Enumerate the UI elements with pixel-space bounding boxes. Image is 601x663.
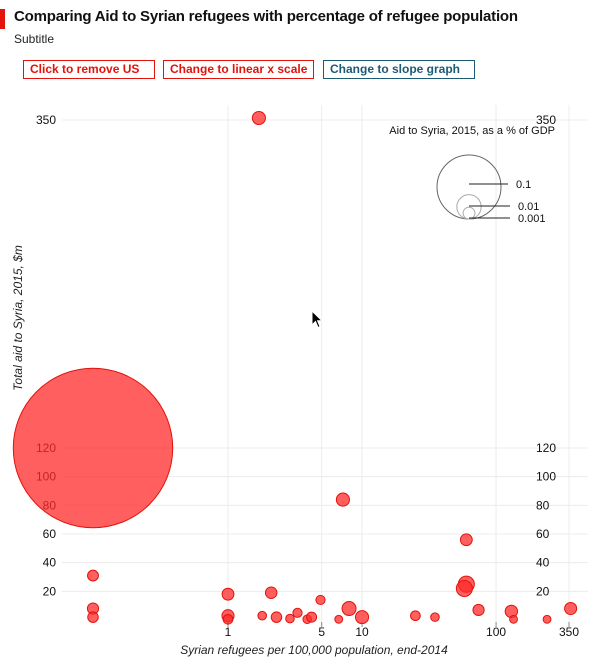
size-legend-label: 0.1 bbox=[516, 179, 531, 191]
data-point bbox=[455, 579, 473, 597]
x-tick-label: 1 bbox=[225, 625, 232, 639]
data-point bbox=[542, 614, 552, 624]
size-legend-circle bbox=[436, 154, 502, 220]
data-point bbox=[430, 612, 440, 622]
data-point bbox=[87, 611, 99, 623]
data-point bbox=[334, 614, 344, 624]
data-point bbox=[87, 569, 99, 582]
data-point bbox=[221, 587, 235, 601]
data-point bbox=[472, 603, 485, 617]
data-point bbox=[257, 610, 268, 621]
chart-title: Comparing Aid to Syrian refugees with pe… bbox=[14, 8, 518, 25]
data-point bbox=[222, 613, 234, 625]
y-tick-label-right: 40 bbox=[536, 556, 550, 570]
linear-scale-button[interactable]: Change to linear x scale bbox=[163, 60, 314, 79]
data-point bbox=[305, 611, 318, 623]
x-tick-label: 100 bbox=[486, 625, 506, 639]
y-tick-label-right: 60 bbox=[536, 527, 550, 541]
data-point bbox=[264, 586, 278, 600]
data-point bbox=[285, 613, 295, 624]
data-point bbox=[354, 610, 370, 625]
remove-us-button[interactable]: Click to remove US bbox=[23, 60, 155, 79]
data-point bbox=[335, 492, 350, 507]
size-legend-label: 0.001 bbox=[518, 213, 546, 225]
data-point bbox=[270, 611, 283, 623]
chart-subtitle: Subtitle bbox=[14, 32, 55, 46]
y-tick-label-right: 120 bbox=[536, 441, 556, 455]
size-legend-title: Aid to Syria, 2015, as a % of GDP bbox=[389, 125, 555, 137]
data-point bbox=[509, 614, 518, 624]
y-tick-label-left: 40 bbox=[43, 556, 57, 570]
y-tick-label-left: 20 bbox=[43, 584, 57, 598]
y-tick-label-left: 60 bbox=[43, 527, 57, 541]
data-point bbox=[410, 610, 421, 622]
y-tick-label-left: 350 bbox=[36, 113, 56, 127]
x-tick-label: 350 bbox=[559, 625, 579, 639]
size-legend-circle bbox=[462, 206, 476, 220]
data-point bbox=[251, 110, 266, 126]
data-point bbox=[315, 594, 326, 606]
data-point bbox=[12, 367, 174, 529]
size-legend-label: 0.01 bbox=[518, 201, 539, 213]
data-point bbox=[341, 601, 357, 617]
data-point bbox=[459, 533, 473, 547]
y-axis-label: Total aid to Syria, 2015, $m bbox=[11, 245, 25, 391]
x-tick-label: 5 bbox=[318, 625, 325, 639]
data-point bbox=[292, 607, 303, 618]
slope-graph-button[interactable]: Change to slope graph bbox=[323, 60, 475, 79]
y-tick-label-right: 350 bbox=[536, 113, 556, 127]
mouse-cursor-icon bbox=[311, 310, 324, 329]
x-tick-label: 10 bbox=[355, 625, 369, 639]
y-tick-label-right: 100 bbox=[536, 470, 556, 484]
y-tick-label-right: 20 bbox=[536, 584, 550, 598]
x-axis-label: Syrian refugees per 100,000 population, … bbox=[180, 643, 448, 657]
y-tick-label-right: 80 bbox=[536, 498, 550, 512]
data-point bbox=[564, 601, 578, 616]
title-accent-bar bbox=[0, 9, 5, 29]
